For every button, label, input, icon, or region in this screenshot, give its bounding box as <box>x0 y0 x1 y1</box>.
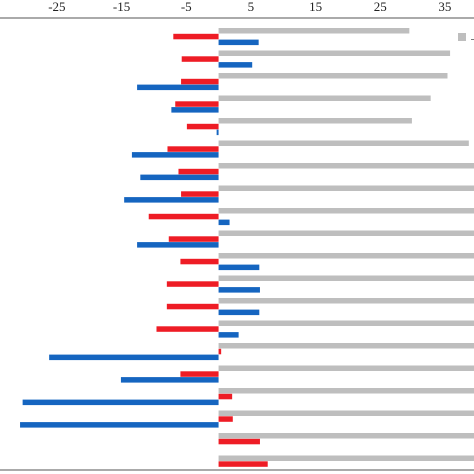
bar-gray <box>218 163 474 169</box>
bar-blue <box>218 332 239 338</box>
bar-red <box>156 326 219 332</box>
bar-red <box>218 438 260 445</box>
bar-blue <box>120 377 219 383</box>
bar-gray <box>218 320 474 326</box>
bar-red <box>178 168 219 175</box>
bar-red <box>168 236 219 242</box>
bar-blue <box>218 219 230 226</box>
bar-blue <box>140 174 219 181</box>
bar-gray <box>218 433 474 439</box>
bar-red <box>166 303 219 310</box>
x-tick-label: 5 <box>248 0 255 14</box>
bar-red <box>218 461 268 467</box>
bar-gray <box>218 275 474 281</box>
bar-red <box>181 78 219 85</box>
bar-blue <box>137 84 219 91</box>
bar-gray <box>218 28 410 34</box>
bar-red <box>167 146 219 152</box>
x-tick-label: -25 <box>48 0 65 14</box>
bar-gray <box>218 343 474 349</box>
bars-group <box>20 28 474 467</box>
bar-red <box>181 56 219 62</box>
bar-gray <box>218 455 474 461</box>
bar-red <box>173 33 219 40</box>
bar-gray <box>218 140 469 146</box>
bar-gray <box>218 50 451 56</box>
bar-gray <box>218 253 474 259</box>
bar-blue <box>22 399 219 406</box>
bar-blue <box>137 242 219 248</box>
bar-gray <box>218 118 412 124</box>
bar-red <box>180 258 219 265</box>
bar-blue <box>218 287 260 293</box>
bar-gray <box>218 365 474 371</box>
bar-gray <box>218 230 474 236</box>
bar-gray <box>218 185 474 191</box>
bar-red <box>218 393 233 400</box>
legend-label-fragment <box>471 39 474 40</box>
bar-blue <box>171 107 219 113</box>
bar-red <box>175 101 219 107</box>
x-tick-label: -5 <box>181 0 192 14</box>
bar-gray <box>218 410 474 416</box>
bar-blue <box>218 39 259 46</box>
bar-red <box>148 213 219 220</box>
bar-red <box>166 281 219 287</box>
x-tick-label: 35 <box>438 0 451 14</box>
bar-blue <box>216 129 219 136</box>
legend-swatch-gray <box>458 33 466 41</box>
bar-gray <box>218 298 474 304</box>
bar-red <box>218 348 222 355</box>
bar-gray <box>218 73 448 79</box>
bar-blue <box>49 354 219 361</box>
bar-blue <box>124 197 219 203</box>
bar-blue <box>131 152 219 158</box>
bar-gray <box>218 95 431 101</box>
bar-red <box>180 371 219 377</box>
bar-red <box>186 123 219 130</box>
bar-gray <box>218 388 474 394</box>
x-axis-ticks: -25 -15 -5 5 15 25 35 <box>48 0 451 14</box>
bar-blue <box>218 309 260 316</box>
bar-red <box>181 191 219 197</box>
bar-gray <box>218 208 474 214</box>
bar-blue <box>20 422 219 428</box>
bar-red <box>218 416 233 422</box>
x-tick-label: 25 <box>374 0 387 14</box>
x-tick-label: -15 <box>113 0 130 14</box>
x-tick-label: 15 <box>309 0 322 14</box>
bar-blue <box>218 62 253 68</box>
bar-blue <box>218 264 260 271</box>
